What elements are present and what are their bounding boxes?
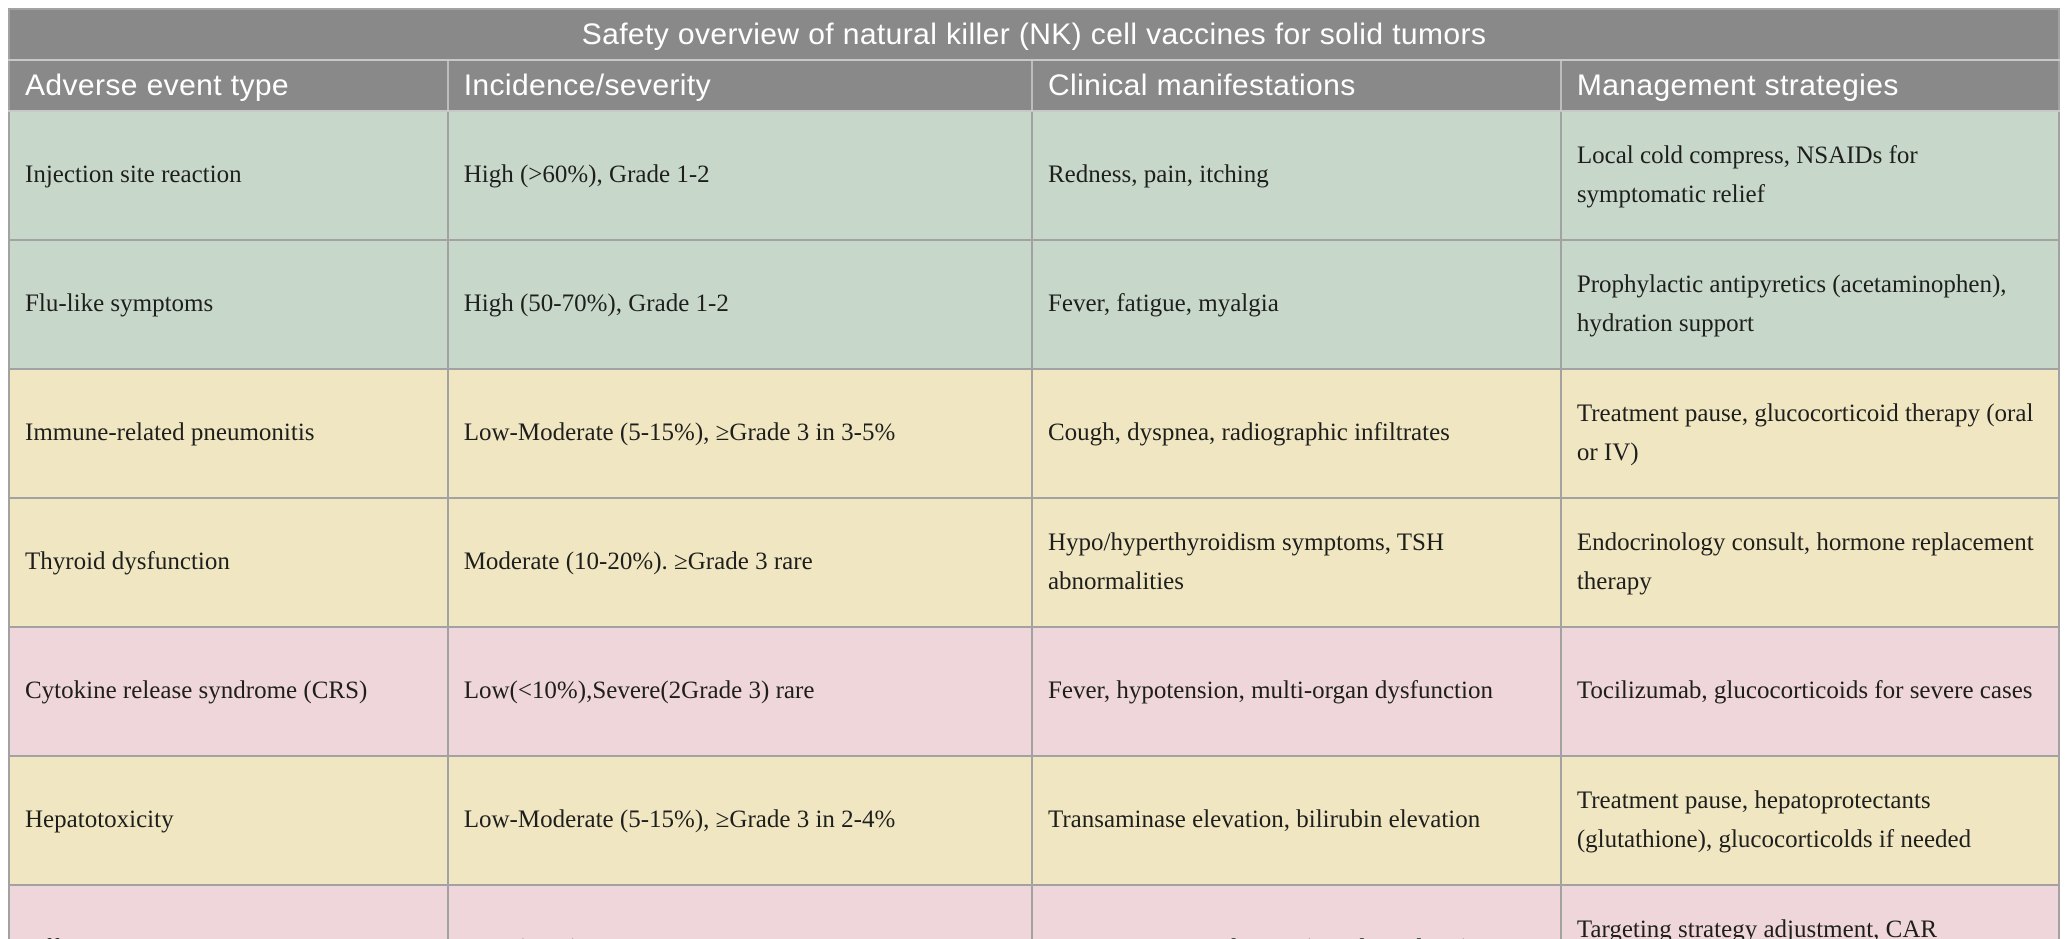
table-row: Hepatotoxicity Low-Moderate (5-15%), ≥Gr… (8, 755, 2061, 886)
column-header-incidence-severity: Incidence/severity (446, 60, 1032, 112)
cell-management: Prophylactic antipyretics (acetaminophen… (1559, 239, 2061, 370)
cell-management: Treatment pause, glucocorticoid therapy … (1559, 368, 2061, 499)
cell-management: Treatment pause, hepatoprotectants (glut… (1559, 755, 2061, 886)
cell-adverse-event: Injection site reaction (8, 110, 449, 241)
cell-manifestations: Non-target organ damage(e.g., lung, live… (1030, 884, 1562, 939)
cell-manifestations: Cough, dyspnea, radiographic infiltrates (1030, 368, 1562, 499)
table-header-row: Adverse event type Incidence/severity Cl… (9, 60, 2059, 112)
table-row: Thyroid dysfunction Moderate (10-20%). ≥… (8, 497, 2061, 628)
cell-management: Local cold compress, NSAIDs for symptoma… (1559, 110, 2061, 241)
table-row: Injection site reaction High (>60%), Gra… (8, 110, 2061, 241)
cell-adverse-event: Cytokine release syndrome (CRS) (8, 626, 449, 757)
cell-management: Tocilizumab, glucocorticoids for severe … (1559, 626, 2061, 757)
cell-adverse-event: Immune-related pneumonitis (8, 368, 449, 499)
cell-incidence: High (50-70%), Grade 1-2 (446, 239, 1033, 370)
table-row: Flu-like symptoms High (50-70%), Grade 1… (8, 239, 2061, 370)
cell-manifestations: Redness, pain, itching (1030, 110, 1562, 241)
cell-incidence: Moderate (10-20%). ≥Grade 3 rare (446, 497, 1033, 628)
cell-adverse-event: Hepatotoxicity (8, 755, 449, 886)
column-header-management-strategies: Management strategies (1559, 60, 2059, 112)
cell-manifestations: Fever, fatigue, myalgia (1030, 239, 1562, 370)
safety-overview-table: Safety overview of natural killer (NK) c… (8, 8, 2061, 939)
cell-incidence: Low(<10%),Severe(2Grade 3) rare (446, 626, 1033, 757)
table-row: Off-target toxicity Low (<5%), severe ca… (8, 884, 2061, 939)
table-row: Immune-related pneumonitis Low-Moderate … (8, 368, 2061, 499)
column-header-clinical-manifestations: Clinical manifestations (1030, 60, 1561, 112)
cell-manifestations: Transaminase elevation, bilirubin elevat… (1030, 755, 1562, 886)
cell-management: Targeting strategy adjustment, CAR optim… (1559, 884, 2061, 939)
cell-adverse-event: Flu-like symptoms (8, 239, 449, 370)
cell-incidence: High (>60%), Grade 1-2 (446, 110, 1033, 241)
table-title-row: Safety overview of natural killer (NK) c… (9, 9, 2059, 61)
cell-manifestations: Fever, hypotension, multi-organ dysfunct… (1030, 626, 1562, 757)
cell-management: Endocrinology consult, hormone replaceme… (1559, 497, 2061, 628)
table-title: Safety overview of natural killer (NK) c… (9, 9, 2059, 61)
cell-adverse-event: Thyroid dysfunction (8, 497, 449, 628)
column-header-adverse-event-type: Adverse event type (9, 60, 448, 112)
cell-incidence: Low (<5%), severe cases rare (446, 884, 1033, 939)
cell-manifestations: Hypo/hyperthyroidism symptoms, TSH abnor… (1030, 497, 1562, 628)
table-row: Cytokine release syndrome (CRS) Low(<10%… (8, 626, 2061, 757)
cell-adverse-event: Off-target toxicity (8, 884, 449, 939)
cell-incidence: Low-Moderate (5-15%), ≥Grade 3 in 2-4% (446, 755, 1033, 886)
cell-incidence: Low-Moderate (5-15%), ≥Grade 3 in 3-5% (446, 368, 1033, 499)
